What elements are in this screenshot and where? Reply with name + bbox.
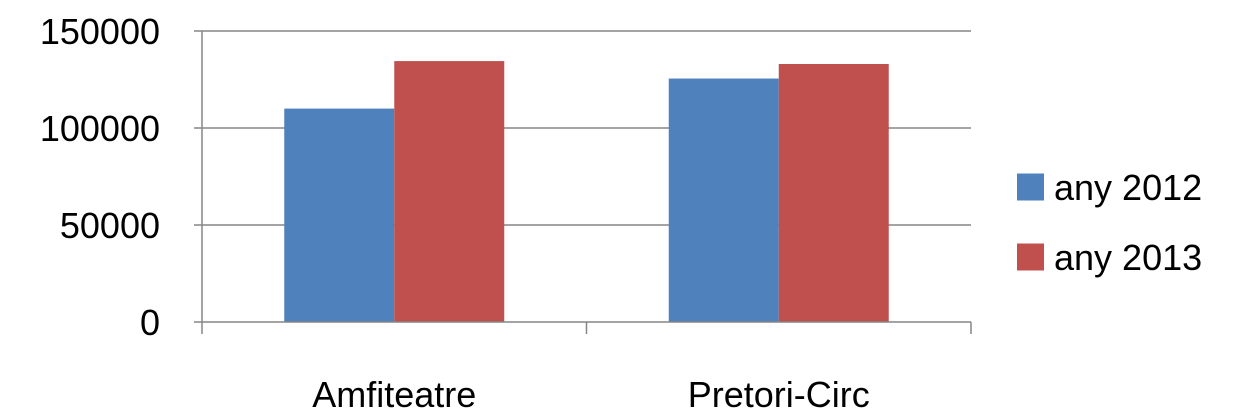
y-tick-label: 150000 bbox=[40, 11, 160, 52]
legend-swatch bbox=[1017, 243, 1044, 271]
bars bbox=[284, 61, 889, 322]
legend-label: any 2013 bbox=[1054, 237, 1202, 278]
bar-any-2012-amfiteatre bbox=[284, 108, 395, 322]
bar-any-2013-amfiteatre bbox=[394, 61, 505, 322]
legend-swatch bbox=[1017, 173, 1044, 201]
x-category-label: Pretori-Circ bbox=[688, 374, 870, 415]
legend: any 2012 any 2013 bbox=[1017, 167, 1202, 278]
x-category-label: Amfiteatre bbox=[312, 374, 476, 415]
legend-label: any 2012 bbox=[1054, 167, 1202, 208]
y-tick-label: 50000 bbox=[60, 205, 160, 246]
axes bbox=[194, 30, 972, 334]
bar-any-2013-pretori-circ bbox=[778, 63, 889, 322]
bar-any-2012-pretori-circ bbox=[668, 78, 779, 322]
y-tick-label: 0 bbox=[140, 302, 160, 343]
y-tick-label: 100000 bbox=[40, 108, 160, 149]
tick-labels: 0 50000 100000 150000 Amfiteatre Pretori-Circ bbox=[40, 11, 870, 415]
